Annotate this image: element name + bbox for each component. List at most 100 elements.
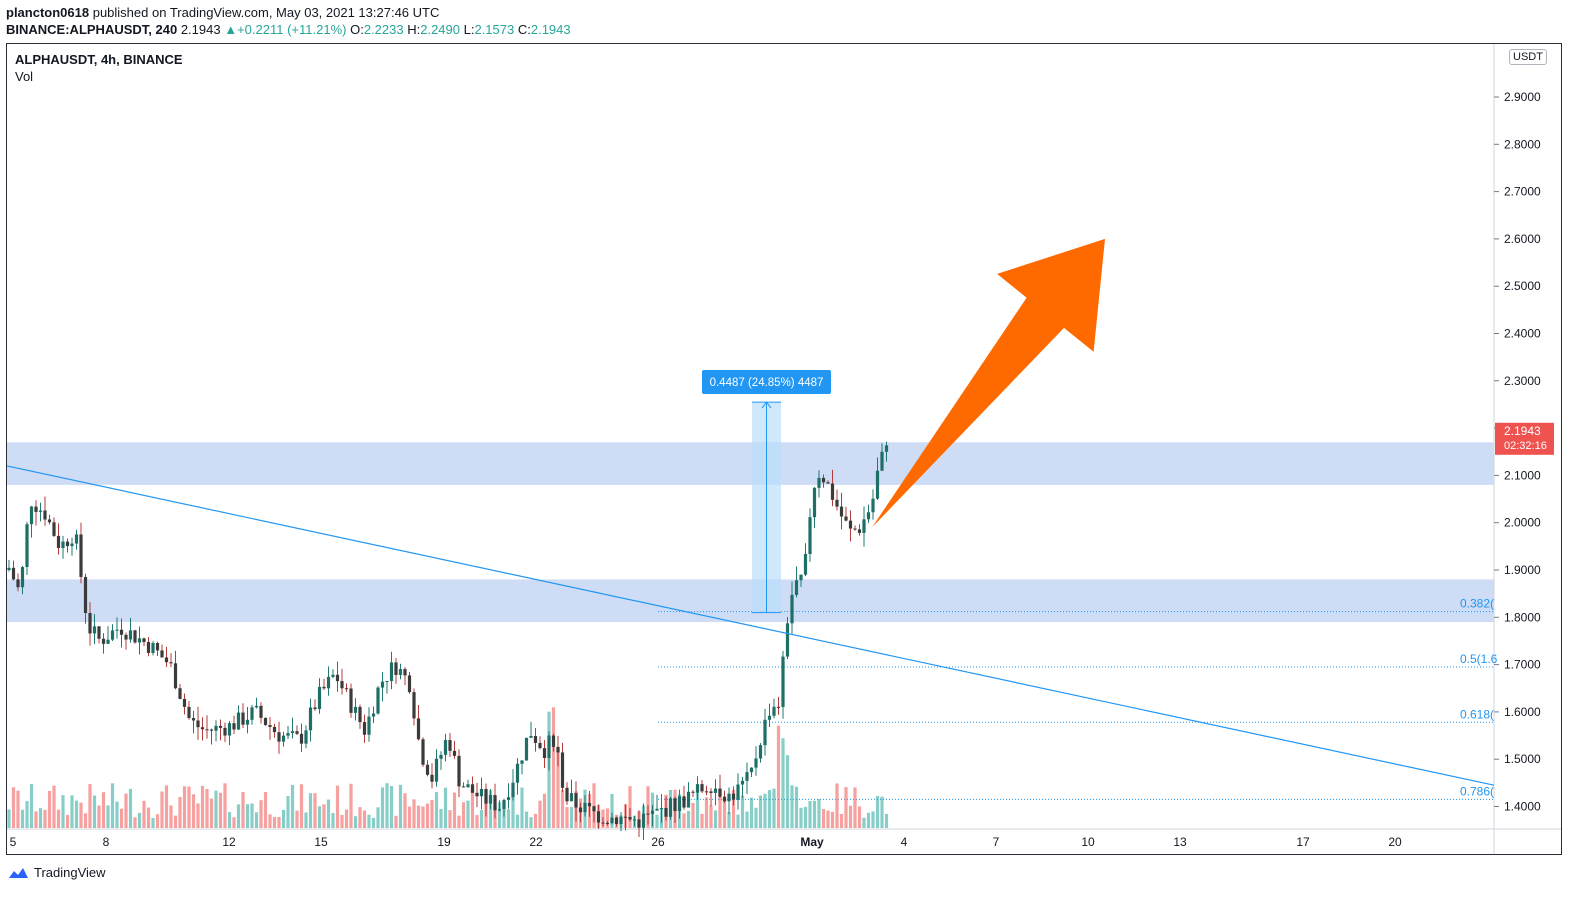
candle[interactable]: [844, 506, 848, 522]
candle[interactable]: [52, 517, 56, 538]
candle[interactable]: [502, 798, 506, 817]
candle[interactable]: [673, 796, 677, 824]
candle[interactable]: [151, 641, 155, 656]
candle[interactable]: [200, 717, 205, 741]
candle[interactable]: [664, 796, 668, 821]
candle[interactable]: [101, 633, 106, 654]
candle[interactable]: [439, 751, 443, 770]
candle[interactable]: [191, 710, 196, 734]
candle[interactable]: [880, 443, 884, 472]
descending-trendline[interactable]: [6, 465, 1495, 786]
candle[interactable]: [637, 810, 641, 837]
candle[interactable]: [821, 474, 826, 488]
candle[interactable]: [205, 715, 209, 739]
candle[interactable]: [74, 529, 79, 550]
candle[interactable]: [749, 767, 754, 777]
candle[interactable]: [587, 791, 592, 817]
candle[interactable]: [803, 543, 808, 577]
candle[interactable]: [686, 782, 691, 808]
candle[interactable]: [367, 707, 371, 742]
author-name[interactable]: plancton0618: [6, 5, 90, 20]
candle[interactable]: [178, 683, 182, 700]
candle[interactable]: [601, 817, 605, 827]
candle[interactable]: [245, 706, 250, 734]
candle[interactable]: [862, 506, 866, 547]
candle[interactable]: [830, 469, 835, 507]
candle[interactable]: [484, 783, 488, 817]
candle[interactable]: [376, 686, 380, 715]
tradingview-logo[interactable]: TradingView: [6, 865, 106, 880]
candle[interactable]: [259, 702, 263, 724]
candle[interactable]: [452, 741, 457, 759]
candle[interactable]: [434, 749, 439, 787]
candle[interactable]: [335, 661, 340, 692]
candle[interactable]: [344, 683, 349, 692]
candle[interactable]: [340, 668, 344, 695]
candle[interactable]: [506, 783, 511, 809]
candle[interactable]: [493, 783, 497, 819]
candle[interactable]: [214, 720, 218, 742]
candle[interactable]: [236, 705, 241, 730]
candle[interactable]: [286, 726, 290, 739]
candle[interactable]: [299, 723, 304, 753]
candle[interactable]: [146, 636, 151, 657]
candle[interactable]: [304, 725, 308, 749]
candle[interactable]: [331, 669, 335, 679]
candle[interactable]: [137, 626, 142, 655]
candle[interactable]: [740, 776, 745, 798]
candle[interactable]: [529, 721, 533, 739]
candle[interactable]: [655, 794, 659, 811]
candle[interactable]: [38, 502, 43, 522]
candle[interactable]: [70, 537, 74, 556]
candle[interactable]: [79, 522, 83, 584]
candle[interactable]: [709, 788, 713, 807]
candle[interactable]: [700, 779, 704, 794]
candle[interactable]: [817, 470, 821, 498]
candle[interactable]: [839, 492, 844, 530]
candle[interactable]: [7, 559, 11, 572]
candle[interactable]: [457, 749, 461, 798]
candle[interactable]: [466, 779, 470, 788]
candle[interactable]: [322, 678, 326, 691]
candle[interactable]: [790, 581, 794, 634]
candle[interactable]: [448, 732, 452, 757]
candle[interactable]: [407, 671, 412, 694]
candle[interactable]: [578, 802, 583, 823]
candle[interactable]: [106, 626, 110, 644]
candle[interactable]: [43, 496, 47, 526]
candle[interactable]: [250, 704, 254, 725]
candle[interactable]: [799, 574, 803, 587]
candle[interactable]: [677, 789, 682, 819]
candle[interactable]: [592, 805, 596, 823]
up-arrow-icon[interactable]: [872, 238, 1105, 528]
candle[interactable]: [641, 803, 646, 841]
candle[interactable]: [623, 804, 628, 831]
candle[interactable]: [209, 728, 214, 745]
candle[interactable]: [443, 733, 448, 762]
candle[interactable]: [20, 565, 25, 595]
candle[interactable]: [542, 740, 547, 769]
candle[interactable]: [461, 782, 466, 788]
candle[interactable]: [866, 504, 871, 523]
candle[interactable]: [169, 653, 173, 668]
candle[interactable]: [371, 706, 376, 724]
candle[interactable]: [380, 672, 385, 702]
candle[interactable]: [511, 769, 515, 801]
candle[interactable]: [758, 743, 763, 763]
candle[interactable]: [11, 560, 16, 581]
candle[interactable]: [218, 719, 223, 741]
candle[interactable]: [704, 785, 709, 796]
candle[interactable]: [569, 779, 574, 802]
candle[interactable]: [596, 804, 601, 829]
candle[interactable]: [497, 800, 502, 812]
candle[interactable]: [133, 629, 137, 644]
candle[interactable]: [736, 773, 740, 810]
candle[interactable]: [47, 514, 52, 525]
candle[interactable]: [731, 786, 736, 806]
candle[interactable]: [650, 804, 655, 827]
candle[interactable]: [619, 812, 623, 832]
candle[interactable]: [853, 525, 857, 531]
candle[interactable]: [857, 524, 862, 536]
candle[interactable]: [281, 731, 286, 747]
candle[interactable]: [25, 521, 29, 575]
